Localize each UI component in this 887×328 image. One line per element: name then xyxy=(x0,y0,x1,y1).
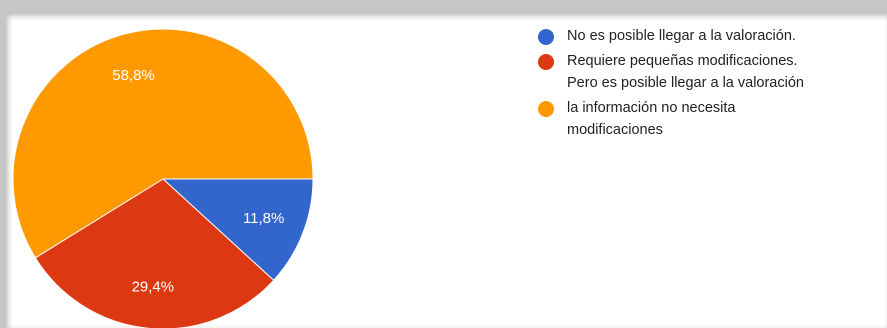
slice-label-requiere: 29,4% xyxy=(132,279,175,296)
legend-label-line2: modificaciones xyxy=(567,122,663,138)
legend-swatch-blue xyxy=(538,29,554,45)
legend-label: Requiere pequeñas modificaciones. xyxy=(567,53,798,69)
pie-labels: 11,8% 29,4% 58,8% xyxy=(112,67,284,295)
legend-label: la información no necesita xyxy=(567,100,736,116)
chart-legend: No es posible llegar a la valoración. Re… xyxy=(538,25,887,144)
legend-item-no-es-posible[interactable]: No es posible llegar a la valoración. xyxy=(538,25,887,47)
legend-label-line2: Pero es posible llegar a la valoración xyxy=(567,75,804,91)
legend-swatch-orange xyxy=(538,101,554,117)
pie-slice-no-necesita[interactable] xyxy=(12,28,314,259)
legend-swatch-red xyxy=(538,54,554,70)
slice-label-no-necesita: 58,8% xyxy=(112,67,155,84)
legend-item-no-necesita[interactable]: la información no necesita modificacione… xyxy=(538,97,887,141)
legend-label: No es posible llegar a la valoración. xyxy=(567,28,796,44)
pie-slices xyxy=(12,28,314,328)
legend-item-requiere[interactable]: Requiere pequeñas modificaciones. Pero e… xyxy=(538,50,887,94)
slice-label-no-es-posible: 11,8% xyxy=(243,210,284,227)
pie-slice-requiere[interactable] xyxy=(34,178,275,328)
pie-slice-no-es-posible[interactable] xyxy=(161,178,314,282)
